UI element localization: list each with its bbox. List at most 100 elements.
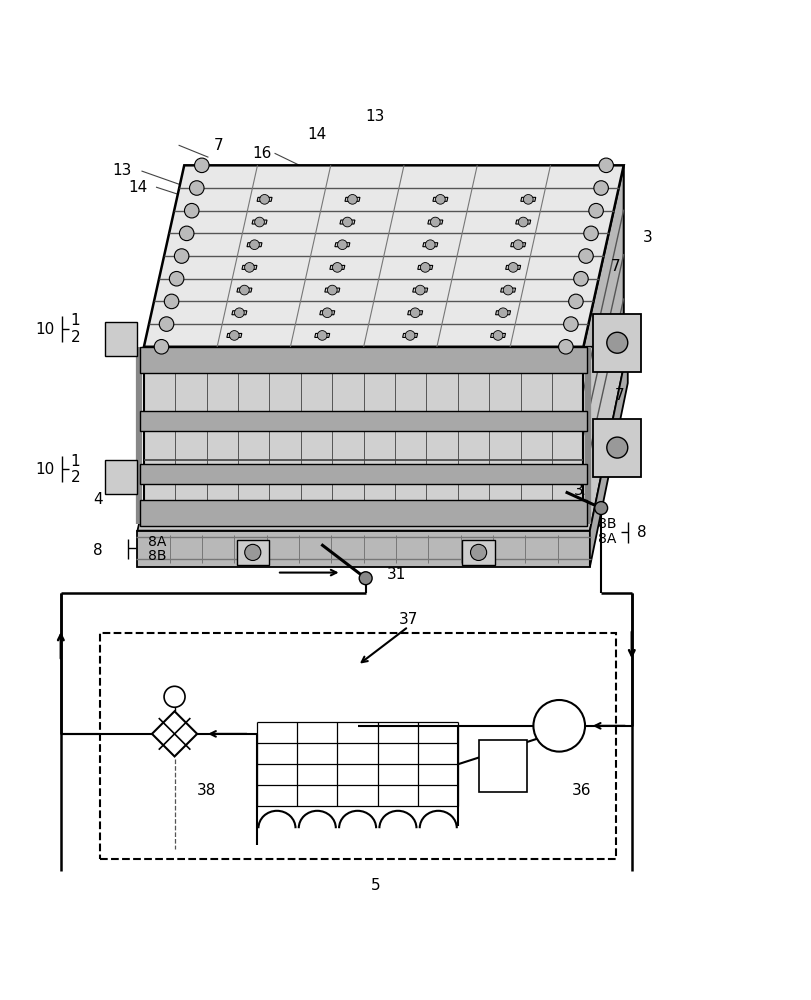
Circle shape	[249, 240, 259, 250]
Circle shape	[405, 331, 414, 340]
Circle shape	[606, 437, 627, 458]
Polygon shape	[144, 347, 582, 524]
Polygon shape	[237, 288, 251, 292]
Bar	[592, 419, 641, 477]
Circle shape	[470, 544, 486, 560]
Polygon shape	[520, 197, 535, 201]
Polygon shape	[407, 311, 423, 315]
Text: 8A: 8A	[148, 535, 166, 549]
Circle shape	[425, 240, 435, 250]
Circle shape	[159, 317, 174, 331]
Polygon shape	[315, 333, 329, 337]
Circle shape	[260, 195, 269, 204]
Text: 10: 10	[35, 462, 54, 477]
Circle shape	[164, 294, 178, 309]
Bar	[592, 314, 641, 372]
Text: 36: 36	[572, 783, 591, 798]
Circle shape	[492, 331, 502, 340]
Circle shape	[154, 340, 169, 354]
Polygon shape	[510, 243, 525, 247]
Polygon shape	[329, 265, 345, 269]
Circle shape	[230, 331, 239, 340]
Polygon shape	[334, 243, 350, 247]
Polygon shape	[247, 243, 262, 247]
Text: 16: 16	[252, 146, 272, 161]
Polygon shape	[412, 288, 427, 292]
Bar	[105, 322, 137, 356]
Polygon shape	[423, 243, 437, 247]
Circle shape	[327, 285, 337, 295]
Polygon shape	[340, 220, 354, 224]
Bar	[105, 460, 137, 494]
Circle shape	[169, 271, 183, 286]
Text: 7: 7	[214, 138, 224, 153]
Circle shape	[255, 217, 264, 227]
Text: 8: 8	[93, 543, 103, 558]
Circle shape	[174, 249, 189, 263]
Polygon shape	[324, 288, 339, 292]
Text: 2: 2	[71, 470, 80, 485]
Text: 14: 14	[128, 180, 148, 195]
Polygon shape	[137, 531, 589, 567]
Text: 8A: 8A	[598, 532, 616, 546]
Circle shape	[164, 686, 185, 707]
Bar	[139, 411, 586, 431]
Text: 2: 2	[71, 330, 80, 345]
Text: 7: 7	[610, 259, 620, 274]
Polygon shape	[320, 311, 334, 315]
Bar	[462, 540, 494, 565]
Circle shape	[593, 181, 607, 195]
Text: 8B: 8B	[598, 517, 616, 531]
Text: 38: 38	[197, 783, 217, 798]
Polygon shape	[490, 333, 505, 337]
Polygon shape	[137, 347, 627, 531]
Text: 14: 14	[307, 127, 327, 142]
Polygon shape	[432, 197, 448, 201]
Text: 7: 7	[614, 388, 624, 403]
Circle shape	[430, 217, 440, 227]
Circle shape	[498, 308, 508, 318]
Circle shape	[234, 308, 244, 318]
Circle shape	[332, 263, 341, 272]
Circle shape	[189, 181, 204, 195]
Bar	[139, 464, 586, 484]
Circle shape	[558, 340, 573, 354]
Polygon shape	[582, 165, 623, 524]
Circle shape	[503, 285, 513, 295]
Circle shape	[317, 331, 327, 340]
Circle shape	[337, 240, 347, 250]
Text: 31: 31	[573, 483, 592, 498]
Circle shape	[523, 195, 533, 204]
Circle shape	[184, 203, 199, 218]
Polygon shape	[515, 220, 530, 224]
Bar	[236, 540, 268, 565]
Polygon shape	[257, 197, 272, 201]
Text: 31: 31	[386, 567, 406, 582]
Polygon shape	[251, 220, 267, 224]
Polygon shape	[232, 311, 247, 315]
Bar	[478, 740, 526, 792]
Circle shape	[244, 544, 260, 560]
Text: 1: 1	[71, 454, 80, 469]
Text: 3: 3	[642, 230, 652, 245]
Polygon shape	[495, 311, 510, 315]
Bar	[139, 500, 586, 526]
Circle shape	[517, 217, 527, 227]
Circle shape	[578, 249, 593, 263]
Bar	[139, 347, 586, 373]
Polygon shape	[345, 197, 359, 201]
Circle shape	[415, 285, 424, 295]
Text: 8: 8	[637, 525, 646, 540]
Circle shape	[594, 502, 607, 515]
Circle shape	[563, 317, 577, 331]
Polygon shape	[402, 333, 417, 337]
Circle shape	[573, 271, 587, 286]
Text: 10: 10	[35, 322, 54, 337]
Circle shape	[179, 226, 194, 241]
Circle shape	[244, 263, 254, 272]
Polygon shape	[226, 333, 242, 337]
Text: 4: 4	[93, 492, 103, 508]
Polygon shape	[242, 265, 256, 269]
Circle shape	[513, 240, 522, 250]
Polygon shape	[144, 165, 623, 347]
